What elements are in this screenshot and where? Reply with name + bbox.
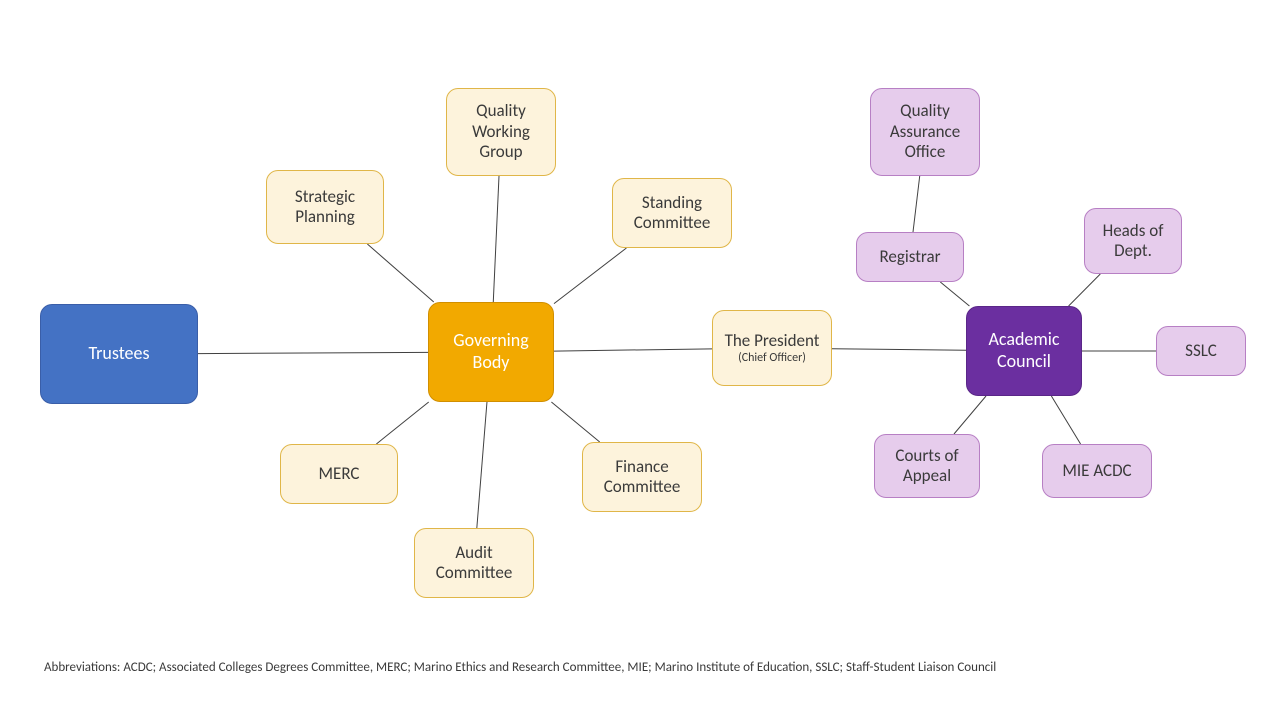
node-sublabel: (Chief Officer) (738, 351, 806, 365)
edge-president-academic (832, 349, 966, 351)
node-mie_acdc: MIE ACDC (1042, 444, 1152, 498)
node-label: Courts of Appeal (881, 446, 973, 487)
node-finance: Finance Committee (582, 442, 702, 512)
node-courts: Courts of Appeal (874, 434, 980, 498)
edge-academic-heads (1069, 274, 1101, 306)
edge-trustees-governing (198, 352, 428, 353)
edge-registrar-qa_office (913, 176, 920, 232)
edge-governing-strategic (367, 244, 433, 302)
node-heads: Heads of Dept. (1084, 208, 1182, 274)
node-label: MERC (319, 464, 360, 484)
node-label: MIE ACDC (1062, 461, 1131, 481)
node-trustees: Trustees (40, 304, 198, 404)
node-governing: Governing Body (428, 302, 554, 402)
node-strategic: Strategic Planning (266, 170, 384, 244)
edge-governing-president (554, 349, 712, 351)
node-label: Standing Committee (619, 193, 725, 234)
node-label: Governing Body (435, 330, 547, 373)
edge-governing-finance (551, 402, 599, 442)
node-audit: Audit Committee (414, 528, 534, 598)
node-label: Heads of Dept. (1091, 221, 1175, 262)
node-label: Audit Committee (421, 543, 527, 584)
node-label: SSLC (1185, 341, 1217, 361)
node-label: The President (725, 331, 820, 351)
node-registrar: Registrar (856, 232, 964, 282)
node-label: Quality Working Group (453, 101, 549, 162)
node-label: Strategic Planning (273, 187, 377, 228)
node-label: Quality Assurance Office (877, 101, 973, 162)
node-president: The President(Chief Officer) (712, 310, 832, 386)
node-label: Academic Council (973, 329, 1075, 372)
node-standing: Standing Committee (612, 178, 732, 248)
abbreviations-footnote: Abbreviations: ACDC; Associated Colleges… (44, 660, 996, 675)
edge-academic-registrar (940, 282, 969, 306)
node-label: Finance Committee (589, 457, 695, 498)
edge-academic-courts (954, 396, 986, 434)
edge-governing-quality_wg (493, 176, 499, 302)
edge-governing-merc (376, 402, 428, 444)
node-qa_office: Quality Assurance Office (870, 88, 980, 176)
node-label: Trustees (88, 343, 149, 365)
node-sslc: SSLC (1156, 326, 1246, 376)
edge-governing-audit (477, 402, 487, 528)
node-academic: Academic Council (966, 306, 1082, 396)
edge-academic-mie_acdc (1051, 396, 1080, 444)
node-merc: MERC (280, 444, 398, 504)
edge-governing-standing (554, 248, 626, 304)
node-label: Registrar (879, 247, 940, 267)
node-quality_wg: Quality Working Group (446, 88, 556, 176)
